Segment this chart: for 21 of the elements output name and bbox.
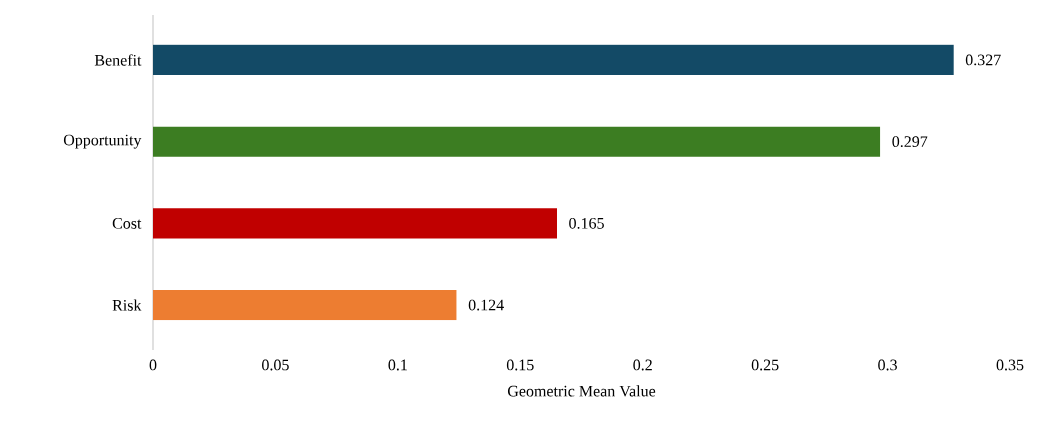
data-label: 0.327 xyxy=(965,54,1001,66)
data-label: 0.297 xyxy=(892,136,928,148)
bar xyxy=(153,44,954,76)
x-tick-label: 0.35 xyxy=(996,359,1024,371)
y-tick-label: Opportunity xyxy=(63,134,142,149)
x-tick-label: 0.05 xyxy=(262,359,289,371)
bar xyxy=(153,208,558,239)
data-label: 0.165 xyxy=(569,217,604,229)
bar xyxy=(153,289,457,321)
x-tick-label: 0 xyxy=(149,359,157,371)
x-tick-label: 0.2 xyxy=(633,359,652,371)
x-tick-label: 0.1 xyxy=(388,359,407,371)
x-axis-title: Geometric Mean Value xyxy=(507,385,656,397)
data-label: 0.124 xyxy=(468,299,504,311)
bar xyxy=(153,126,881,157)
x-tick-label: 0.3 xyxy=(878,359,897,371)
x-tick-label: 0.15 xyxy=(506,359,534,371)
y-tick-label: Risk xyxy=(112,299,142,311)
y-tick-label: Benefit xyxy=(94,54,142,66)
y-tick-label: Cost xyxy=(112,217,142,229)
x-tick-label: 0.25 xyxy=(751,359,779,371)
